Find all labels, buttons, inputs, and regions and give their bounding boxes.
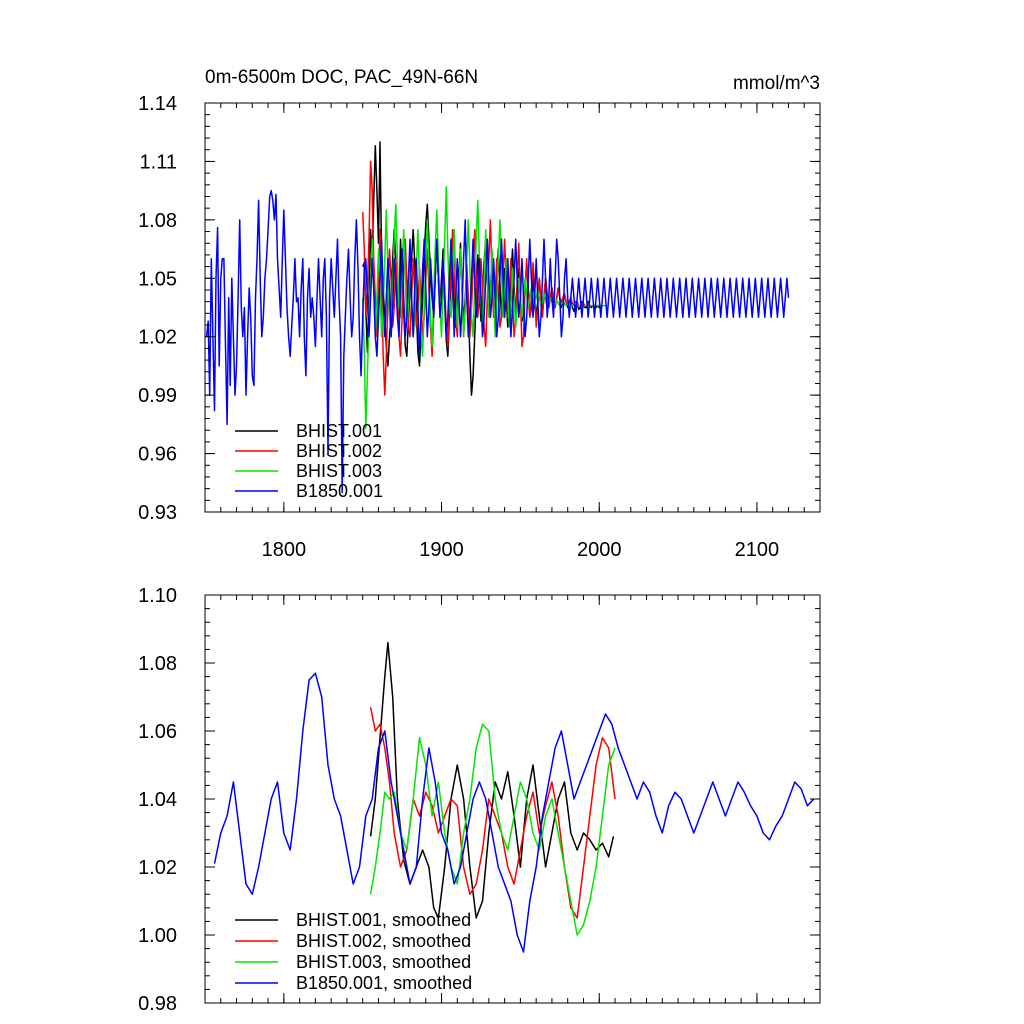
x-tick-label: 2000: [577, 539, 622, 561]
y-tick-label: 1.04: [138, 789, 177, 811]
series-line-1: [369, 641, 615, 919]
y-tick-label: 1.10: [138, 585, 177, 607]
series-line-2: [369, 707, 616, 919]
legend-label: BHIST.002: [296, 441, 382, 461]
series-group: [205, 141, 790, 494]
y-tick-label: 1.05: [138, 268, 177, 290]
x-tick-label: 1900: [419, 539, 464, 561]
y-tick-label: 0.93: [138, 502, 177, 524]
legend-label: B1850.001: [296, 481, 383, 501]
y-tick-label: 1.11: [140, 151, 177, 173]
y-tick-label: 0.96: [138, 444, 177, 466]
series-line-4: [205, 189, 790, 494]
legend-label: B1850.001, smoothed: [296, 973, 472, 993]
legend-label: BHIST.002, smoothed: [296, 931, 471, 951]
series-line-2: [361, 160, 603, 396]
chart-title: 0m-6500m DOC, PAC_49N-66N: [205, 67, 478, 88]
y-tick-label: 0.98: [138, 993, 177, 1015]
x-tick-label: 1800: [262, 539, 307, 561]
legend-label: BHIST.003, smoothed: [296, 952, 471, 972]
series-line-3: [369, 723, 616, 936]
x-tick-label: 2100: [735, 539, 780, 561]
bottom-panel: 0.98 1.00 1.02 1.04 1.06 1.08 1.10 BHIST.001, s…: [138, 585, 821, 1015]
y-tick-label: 0.99: [138, 385, 177, 407]
y-tick-label: 1.14: [138, 93, 177, 115]
y-tick-label: 1.08: [138, 653, 177, 675]
y-tick-label: 1.06: [138, 721, 177, 743]
units-label: mmol/m^3: [733, 73, 820, 94]
y-tick-label: 1.08: [138, 210, 177, 232]
y-tick-label: 1.00: [138, 925, 177, 947]
series-line-3: [361, 185, 606, 430]
y-tick-label: 1.02: [138, 327, 177, 349]
y-tick-label: 1.02: [138, 857, 177, 879]
top-panel: 0.93 0.96 0.99 1.02 1.05 1.08 1.11 1.14 1800 1900…: [138, 67, 821, 561]
series-line-4: [213, 672, 815, 953]
legend-label: BHIST.001: [296, 421, 382, 441]
series-group: [213, 641, 815, 953]
legend-label: BHIST.003: [296, 461, 382, 481]
plot-frame: [204, 102, 821, 513]
legend-label: BHIST.001, smoothed: [296, 910, 471, 930]
